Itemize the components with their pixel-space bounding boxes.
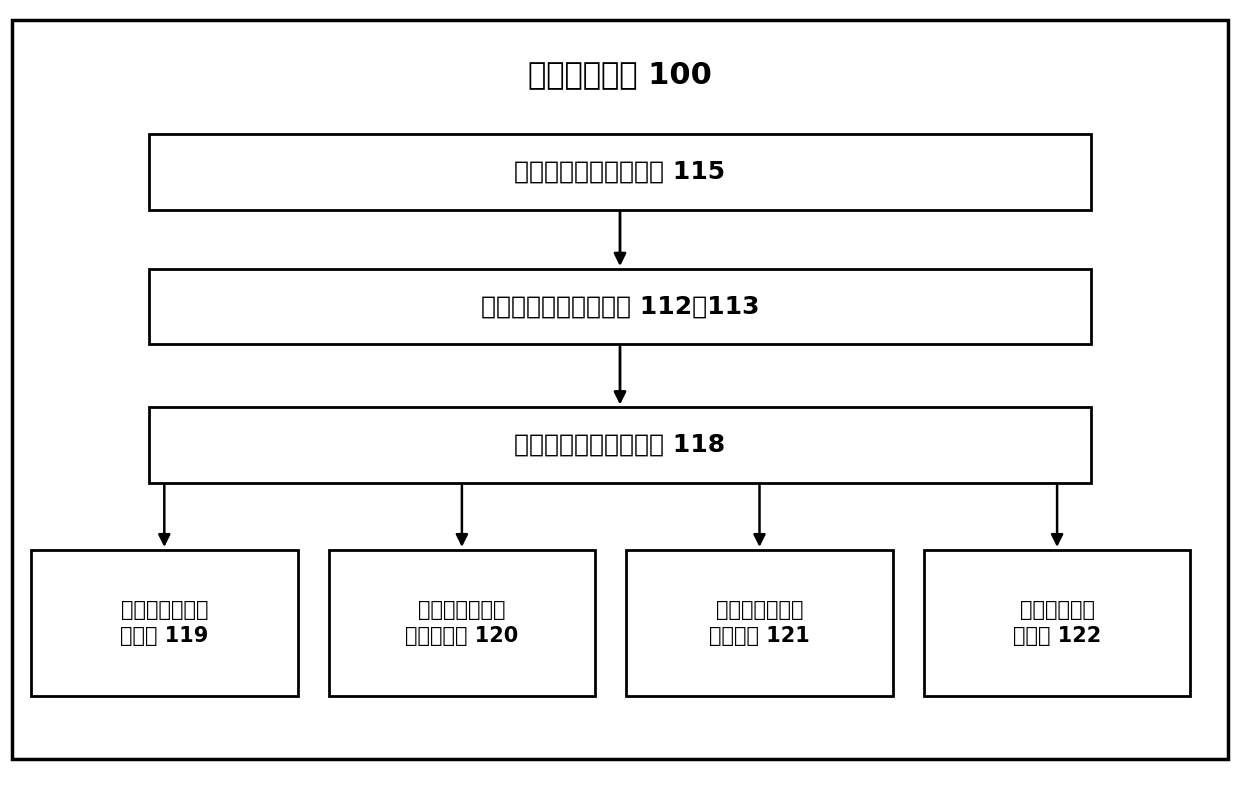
Bar (924, 550, 1190, 696)
Text: 调度控制信号执行单元 118: 调度控制信号执行单元 118 (515, 433, 725, 457)
Bar (149, 134, 1091, 210)
Bar (149, 269, 1091, 344)
Text: 空调器热泵开关
执行装置 121: 空调器热泵开关 执行装置 121 (709, 600, 810, 646)
Text: 散热器开关执
行装置 122: 散热器开关执 行装置 122 (1013, 600, 1101, 646)
Text: 调度控制装置 100: 调度控制装置 100 (528, 61, 712, 89)
Text: 热电联产机组执
行装置 119: 热电联产机组执 行装置 119 (120, 600, 208, 646)
Bar (31, 550, 298, 696)
Bar (329, 550, 595, 696)
Bar (149, 407, 1091, 483)
Text: 调度控制信号通讯单元 112、113: 调度控制信号通讯单元 112、113 (481, 294, 759, 319)
Bar (626, 550, 893, 696)
Text: 调度控制信号生成单元 115: 调度控制信号生成单元 115 (515, 160, 725, 184)
Text: 纯凝汽式火电机
组执行装置 120: 纯凝汽式火电机 组执行装置 120 (405, 600, 518, 646)
